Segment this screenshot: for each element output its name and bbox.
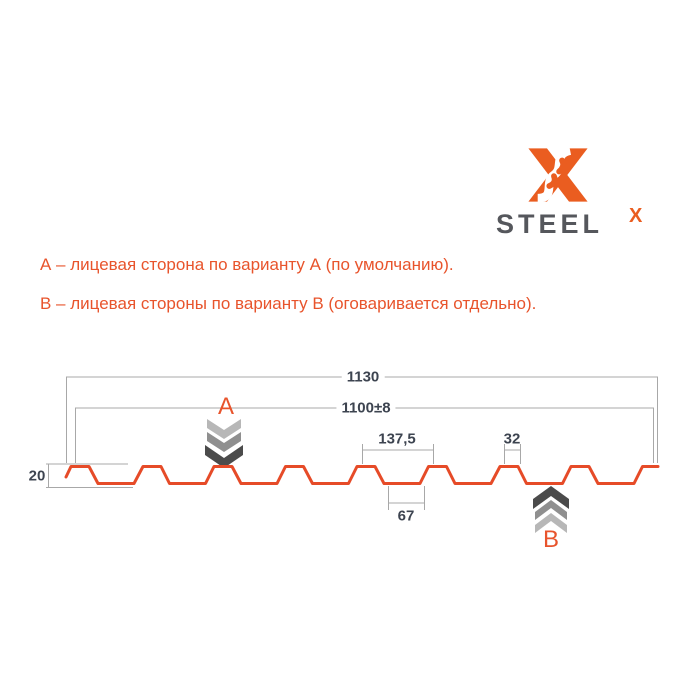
dim-pitch xyxy=(362,444,434,464)
side-a-label: А xyxy=(217,393,235,420)
dim-rib-top xyxy=(504,444,521,464)
dim-label-overall-width: 1130 xyxy=(341,368,385,386)
dim-label-height: 20 xyxy=(28,467,46,485)
dim-label-cover-width: 1100±8 xyxy=(336,399,396,417)
note-line-b: В – лицевая стороны по варианту В (огова… xyxy=(40,294,537,313)
dim-valley-bottom xyxy=(388,486,425,510)
dim-height xyxy=(46,463,133,488)
side-a-chevrons-icon xyxy=(205,419,243,468)
note-line-a: А – лицевая сторона по варианту А (по ум… xyxy=(40,255,454,274)
dim-label-rib-top: 32 xyxy=(503,430,521,448)
side-b-label: В xyxy=(542,526,560,553)
dim-label-pitch: 137,5 xyxy=(378,430,416,448)
x-mark-icon xyxy=(528,146,588,203)
dim-label-valley-bottom: 67 xyxy=(397,507,415,525)
brand-sup-x: X xyxy=(629,205,643,227)
sheet-profile-outline xyxy=(64,465,660,485)
side-b-chevrons-icon xyxy=(533,486,569,533)
brand-wordmark: STEEL xyxy=(496,209,604,239)
steelx-logo-icon xyxy=(526,146,590,204)
